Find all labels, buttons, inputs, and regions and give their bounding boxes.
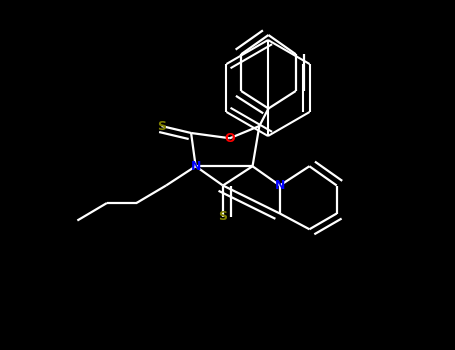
Text: N: N xyxy=(275,179,285,192)
Text: S: S xyxy=(157,119,166,133)
Text: S: S xyxy=(218,210,228,224)
Text: N: N xyxy=(191,160,201,173)
Text: O: O xyxy=(224,132,235,145)
